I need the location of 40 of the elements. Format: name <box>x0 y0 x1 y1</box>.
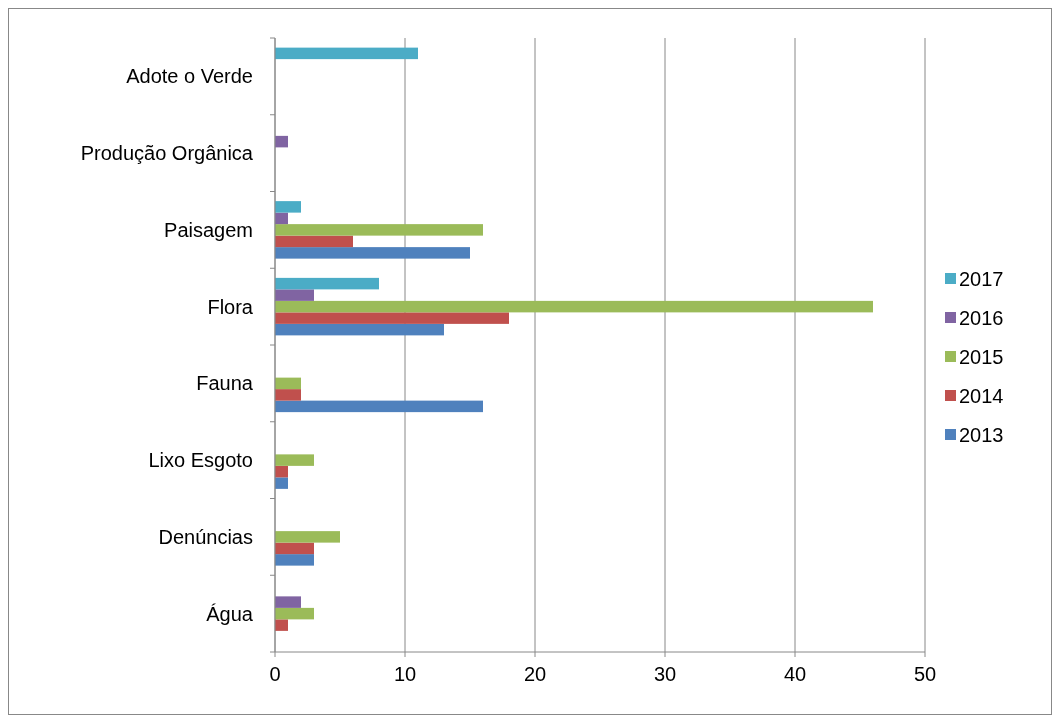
y-tick-label: Denúncias <box>158 525 253 548</box>
bar <box>275 596 301 608</box>
x-tick-label: 20 <box>523 663 547 685</box>
bar <box>275 201 301 213</box>
x-tick-label: 40 <box>783 663 807 685</box>
bar <box>275 607 314 620</box>
bar <box>275 289 314 301</box>
y-tick-label: Adote o Verde <box>126 65 253 88</box>
bar <box>275 531 340 543</box>
x-tick-label: 50 <box>913 663 937 685</box>
legend-label: 2013 <box>959 424 1004 446</box>
y-tick-label: Água <box>206 602 254 625</box>
bar <box>275 400 483 413</box>
bar <box>275 477 288 489</box>
y-tick-label: Lixo Esgoto <box>148 449 253 472</box>
y-tick-label: Paisagem <box>164 218 253 241</box>
y-tick-label: Produção Orgânica <box>80 142 254 165</box>
y-tick-label: Fauna <box>196 372 254 395</box>
bar <box>275 323 444 336</box>
bar <box>275 300 873 313</box>
bar <box>275 277 379 290</box>
y-tick-label: Flora <box>207 295 254 318</box>
x-tick-label: 10 <box>393 663 417 685</box>
legend-label: 2014 <box>959 385 1004 407</box>
bar <box>275 619 288 631</box>
bar <box>275 542 314 555</box>
legend-label: 2016 <box>959 307 1004 329</box>
bar <box>275 247 470 259</box>
bar <box>275 377 301 390</box>
bar <box>275 454 314 466</box>
bar <box>275 47 418 60</box>
legend-label: 2017 <box>959 268 1004 290</box>
bar <box>275 224 483 236</box>
legend-label: 2015 <box>959 346 1004 368</box>
bar <box>275 554 314 566</box>
x-tick-label: 0 <box>269 663 281 685</box>
x-tick-label: 30 <box>653 663 677 685</box>
bar <box>275 235 353 248</box>
bar <box>275 389 301 401</box>
bar <box>275 312 509 324</box>
